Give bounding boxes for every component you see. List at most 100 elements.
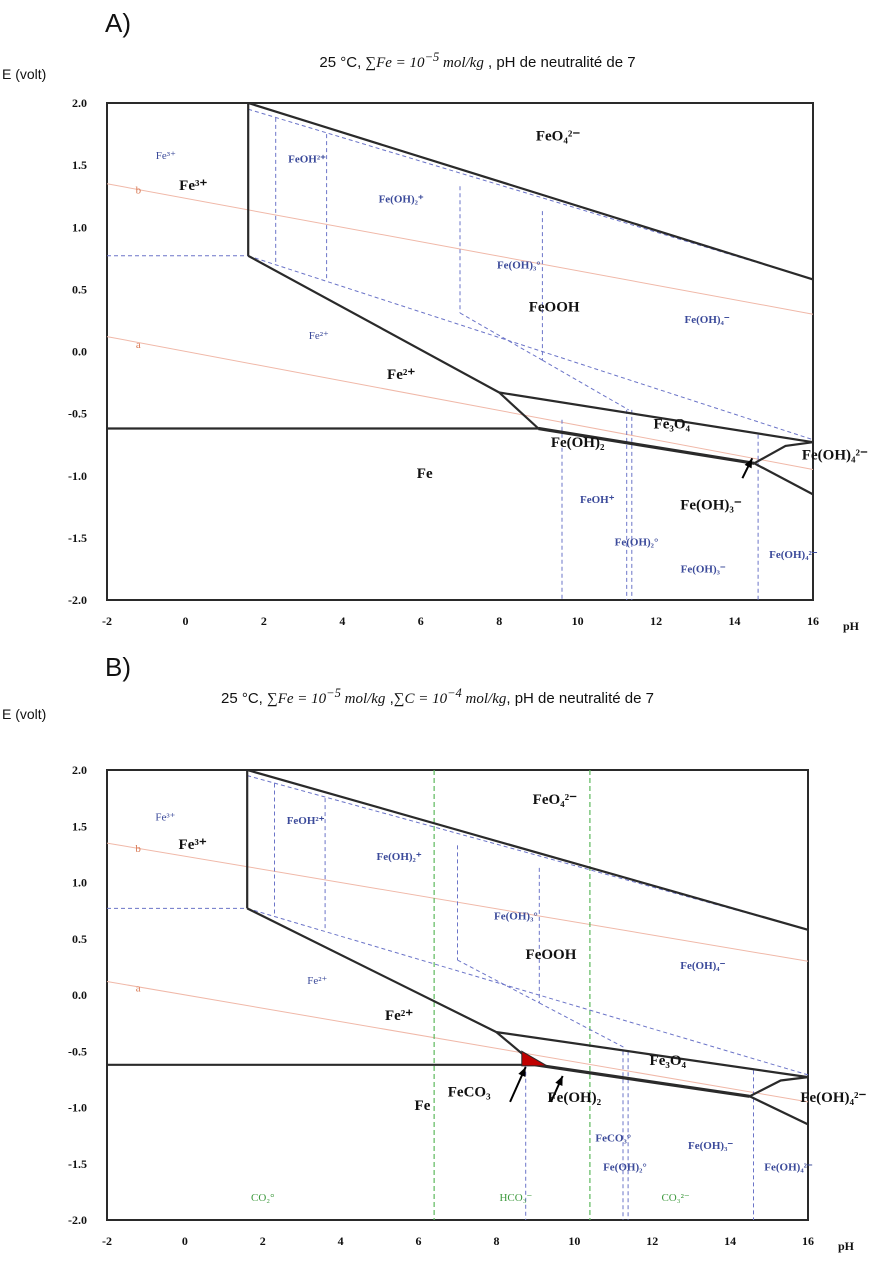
feco3-region bbox=[521, 1050, 549, 1067]
aqueous-boundary-fe3-fe2-diag bbox=[539, 1002, 626, 1049]
species-label-line_b: b bbox=[136, 185, 142, 197]
title-part: , bbox=[385, 690, 394, 707]
species-label-feco3o: FeCO₃° bbox=[595, 1132, 631, 1144]
species-label-fe2: Fe²⁺ bbox=[387, 367, 415, 383]
aqueous-boundary-lower bbox=[247, 907, 809, 1076]
species-label-feoh4_2m_small: Fe(OH)₄²⁻ bbox=[769, 549, 818, 561]
title-part: 25 °C, bbox=[221, 690, 268, 707]
species-label-fe2: Fe²⁺ bbox=[385, 1008, 413, 1024]
x-tick-label: 8 bbox=[493, 1234, 499, 1248]
y-tick-label: 0.0 bbox=[72, 988, 87, 1002]
species-label-feoh4m: Fe(OH)₄⁻ bbox=[680, 960, 725, 972]
x-tick-label: 14 bbox=[724, 1234, 736, 1248]
species-label-feoh2: FeOH²⁺ bbox=[287, 815, 325, 827]
y-tick-label: -1.5 bbox=[68, 1157, 87, 1171]
x-tick-label: 4 bbox=[339, 614, 345, 628]
species-label-feoh2p: Fe(OH)₂⁺ bbox=[377, 851, 422, 863]
boundary-fe-fe3o4 bbox=[535, 1063, 750, 1098]
x-tick-label: 6 bbox=[418, 614, 424, 628]
species-label-fe3o4: Fe₃O₄ bbox=[650, 1053, 687, 1069]
species-label-feoh2_solid: Fe(OH)₂ bbox=[548, 1090, 602, 1106]
title-part: ∑C = 10 bbox=[393, 691, 448, 707]
species-label-feooh: FeOOH bbox=[526, 947, 577, 963]
species-label-fe3: Fe³⁺ bbox=[179, 837, 207, 853]
species-label-feoh4_2m: Fe(OH)₄²⁻ bbox=[800, 1090, 866, 1106]
feoh2-arrow-head bbox=[555, 1076, 563, 1086]
plot-frame bbox=[106, 769, 809, 1221]
species-label-fe2_small: Fe²⁺ bbox=[307, 975, 327, 987]
species-label-feoh2o: Fe(OH)₂° bbox=[615, 536, 659, 548]
x-tick-label: 10 bbox=[572, 614, 584, 628]
species-label-feoh3o: Fe(OH)₃° bbox=[494, 911, 538, 923]
y-tick-label: -1.5 bbox=[68, 531, 87, 545]
aqueous-boundary-fe3-fe2-diag bbox=[459, 312, 543, 361]
boundary-feo4-feooh bbox=[247, 101, 814, 281]
title-part: 25 °C, bbox=[319, 54, 366, 71]
aqueous-boundary-fe3-fe2-diag bbox=[457, 959, 540, 1004]
panel-title: 25 °C, ∑Fe = 10−5 mol/kg ,∑C = 10−4 mol/… bbox=[0, 686, 875, 708]
species-label-feoh2p: Fe(OH)₂⁺ bbox=[379, 193, 424, 205]
x-tick-label: 8 bbox=[496, 614, 502, 628]
aqueous-boundary-lower bbox=[248, 255, 814, 441]
x-tick-label: 12 bbox=[650, 614, 662, 628]
species-label-fe3_small: Fe³⁺ bbox=[156, 150, 176, 162]
y-axis-label: E (volt) bbox=[2, 66, 47, 82]
x-tick-label: 2 bbox=[260, 1234, 266, 1248]
title-part: ∑Fe = 10 bbox=[267, 691, 327, 707]
boundary-feo4-feooh bbox=[246, 768, 809, 931]
species-label-fe: Fe bbox=[417, 466, 433, 482]
y-tick-label: -2.0 bbox=[68, 593, 87, 607]
boundary-feooh-fe3o4 bbox=[496, 1031, 809, 1079]
y-tick-label: 1.0 bbox=[72, 876, 87, 890]
panel-title: 25 °C, ∑Fe = 10−5 mol/kg , pH de neutral… bbox=[40, 50, 875, 72]
y-tick-label: 0.5 bbox=[72, 932, 87, 946]
species-label-feo4: FeO₄²⁻ bbox=[533, 792, 577, 808]
x-axis-label: pH bbox=[843, 619, 860, 633]
x-tick-label: 16 bbox=[802, 1234, 814, 1248]
boundary-fe-feoh4 bbox=[749, 1095, 809, 1126]
x-tick-label: 10 bbox=[568, 1234, 580, 1248]
boundary-fe3o4-feoh4 bbox=[753, 441, 814, 465]
y-tick-label: 2.0 bbox=[72, 763, 87, 777]
feoh3-arrow-head bbox=[744, 458, 753, 469]
y-tick-label: 1.5 bbox=[72, 819, 87, 833]
species-label-feoh4_2m: Fe(OH)₄²⁻ bbox=[802, 448, 868, 464]
x-tick-label: 0 bbox=[182, 1234, 188, 1248]
species-label-feoh4_2m_small: Fe(OH)₄²⁻ bbox=[764, 1162, 813, 1174]
species-label-feoh3m: Fe(OH)₃⁻ bbox=[681, 564, 726, 576]
aqueous-boundary-fe3-fe2-diag bbox=[542, 359, 629, 411]
species-label-feoh3o: Fe(OH)₃° bbox=[497, 259, 541, 271]
title-part: −4 bbox=[447, 686, 462, 700]
feco3-arrow-head bbox=[518, 1067, 526, 1077]
title-part: mol/kg bbox=[461, 691, 507, 707]
species-label-feoh3_solid: Fe(OH)₃⁻ bbox=[680, 497, 742, 513]
water-line-a bbox=[106, 981, 809, 1103]
pourbaix-diagram-a: -2 0 2 4 6 8 10 12 14 16 2.0 1.5 1.0 0.5 0.0 -0.5 -1.0 -1… bbox=[68, 96, 868, 633]
y-tick-label: -0.5 bbox=[68, 407, 87, 421]
species-label-fe3_small: Fe³⁺ bbox=[155, 812, 175, 824]
panel-label: B) bbox=[105, 652, 131, 682]
water-line-b bbox=[106, 183, 814, 315]
species-label-line_b: b bbox=[135, 843, 141, 855]
plot-frame bbox=[106, 102, 814, 601]
species-label-feohp: FeOH⁺ bbox=[580, 494, 615, 506]
diagram-panel-b: B) 25 °C, ∑Fe = 10−5 mol/kg ,∑C = 10−4 m… bbox=[0, 648, 875, 1264]
boundary-fe3o4-feoh4 bbox=[749, 1076, 809, 1098]
title-part: −5 bbox=[326, 686, 341, 700]
title-part: mol/kg bbox=[340, 691, 386, 707]
species-label-fe3o4: Fe₃O₄ bbox=[654, 417, 691, 433]
species-label-feoh2_solid: Fe(OH)₂ bbox=[551, 435, 605, 451]
boundary-fe-fe3o4 bbox=[538, 426, 755, 465]
species-label-feoh2: FeOH²⁺ bbox=[288, 154, 326, 166]
title-part: −5 bbox=[424, 50, 440, 64]
x-tick-label: 0 bbox=[182, 614, 188, 628]
title-part: mol/kg bbox=[439, 55, 484, 71]
y-tick-label: -1.0 bbox=[68, 1101, 87, 1115]
boundary-fe-feoh4 bbox=[753, 462, 814, 496]
y-tick-label: -2.0 bbox=[68, 1213, 87, 1227]
species-label-line_a: a bbox=[136, 983, 141, 995]
y-tick-label: 0.0 bbox=[72, 345, 87, 359]
boundary-feooh-fe3o4 bbox=[499, 391, 814, 444]
species-label-co2o: CO₂° bbox=[251, 1192, 275, 1204]
species-label-feoh3m: Fe(OH)₃⁻ bbox=[688, 1140, 733, 1152]
